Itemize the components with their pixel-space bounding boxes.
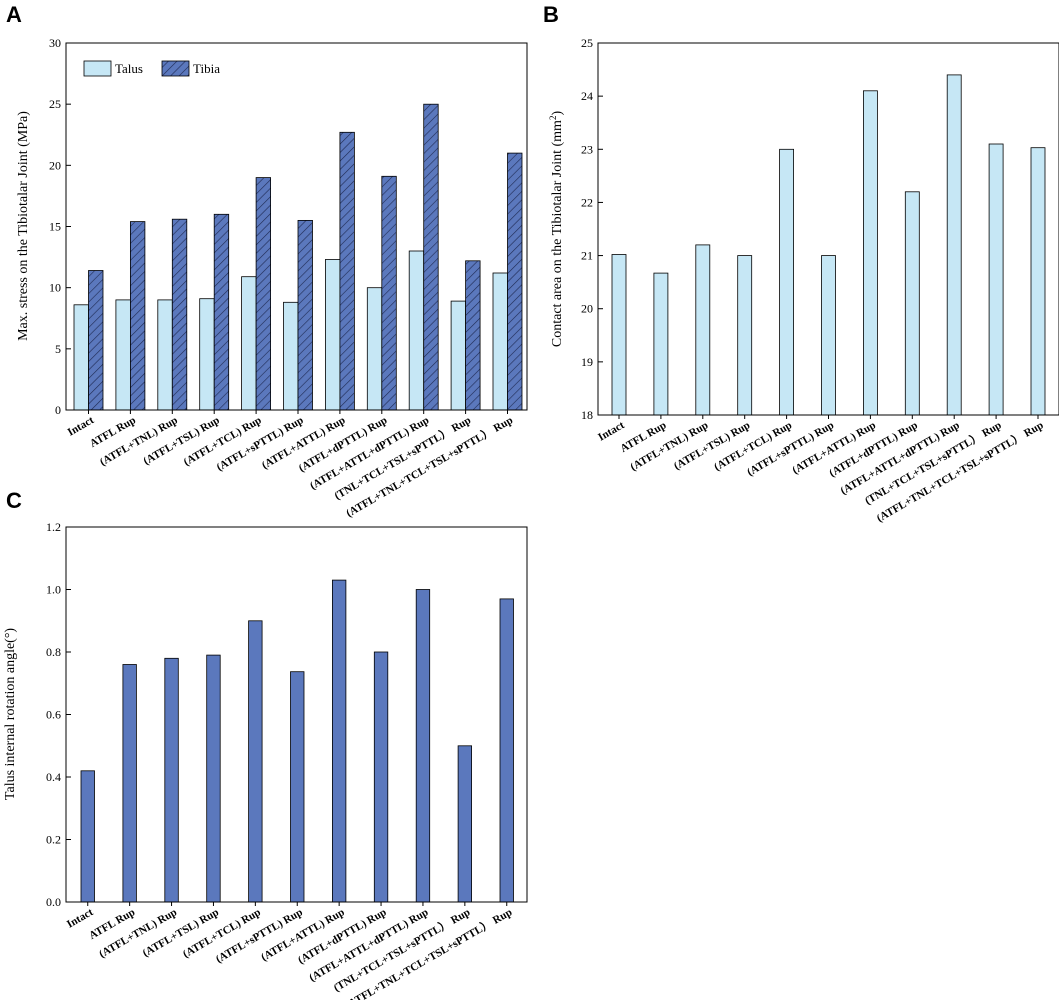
bar-contact-area-9 [988,143,1004,416]
bar-rotation-angle-0 [80,770,95,903]
y-tick-label: 0.8 [46,645,61,659]
y-tick-label: 10 [49,281,61,295]
y-axis-label-superscript: 2 [548,116,558,121]
bar-talus-3 [199,298,215,411]
legend: Talus Tibia [83,60,220,77]
y-tick-label: 19 [581,355,593,369]
bars-group [611,74,1046,416]
bar-contact-area-5 [821,255,836,416]
panel-letter-c: C [6,488,22,513]
legend-swatch-tibia [161,60,190,77]
bar-contact-area-10 [1030,147,1046,416]
bar-contact-area-6 [863,90,878,416]
y-tick-label: 20 [49,158,61,172]
bar-tibia-8 [423,103,439,411]
bar-contact-area-4 [779,148,794,416]
y-ticks: 18 19 20 21 22 23 24 25 [581,36,603,422]
y-ticks: 0 5 10 15 20 25 30 [49,36,71,417]
bar-talus-10 [492,272,508,411]
y-tick-label: 20 [581,302,593,316]
bar-rotation-angle-6 [331,579,347,903]
bar-rotation-angle-3 [206,654,221,903]
bar-talus-2 [157,299,173,411]
bar-rotation-angle-9 [457,745,473,903]
y-tick-label: 25 [581,36,593,50]
bar-contact-area-1 [653,272,669,416]
bar-tibia-7 [381,175,397,411]
bar-contact-area-0 [611,254,627,416]
bar-talus-8 [408,250,425,411]
bar-rotation-angle-1 [122,664,137,903]
y-axis-label: Contact area on the Tibiotalar Joint (mm… [548,111,565,348]
y-tick-label: 24 [581,89,593,103]
bar-tibia-10 [507,152,523,411]
bars-group [73,103,523,411]
bar-rotation-angle-8 [415,589,431,903]
bar-talus-9 [450,300,467,411]
x-tick-label: Intact [65,906,96,931]
bar-tibia-3 [213,213,230,411]
y-tick-label: 0.0 [46,895,61,909]
bar-rotation-angle-5 [290,671,305,903]
bar-tibia-2 [171,218,188,411]
bar-talus-1 [115,299,131,411]
bar-talus-6 [324,259,341,411]
bar-tibia-6 [339,131,355,411]
bar-tibia-5 [297,219,313,411]
panel-letter-a: A [6,2,22,27]
x-tick-label: Intact [596,419,627,444]
y-tick-label: 0.4 [46,770,61,784]
bar-tibia-4 [255,177,272,411]
y-tick-label: 1.0 [46,583,61,597]
y-tick-label: 1.2 [46,520,61,534]
bar-talus-0 [73,304,89,411]
bar-contact-area-7 [904,191,920,416]
x-tick-label: Intact [66,414,97,439]
panel-letter-b: B [543,2,559,27]
y-tick-label: 18 [581,408,593,422]
y-ticks: 0.0 0.2 0.4 0.6 0.8 1.0 1.2 [46,520,71,909]
bar-contact-area-3 [737,255,753,416]
y-axis-label-end: ) [550,111,565,116]
bar-talus-7 [366,287,383,411]
bar-contact-area-8 [946,74,962,416]
y-tick-label: 30 [49,36,61,50]
y-axis-label-main: Contact area on the Tibiotalar Joint (mm [550,120,565,347]
y-axis-label: Max. stress on the Tibiotalar Joint (MPa… [16,111,31,341]
y-tick-label: 23 [581,142,593,156]
bar-rotation-angle-2 [164,657,179,903]
y-tick-label: 15 [49,220,61,234]
bar-tibia-0 [88,270,104,411]
bar-contact-area-2 [695,244,711,416]
y-tick-label: 21 [581,249,593,263]
bar-talus-4 [241,276,257,411]
bars-group [80,579,514,903]
bar-rotation-angle-10 [499,598,514,903]
y-tick-label: 0.2 [46,833,61,847]
legend-swatch-talus [83,60,112,77]
y-tick-label: 0.6 [46,708,61,722]
y-tick-label: 22 [581,195,593,209]
y-tick-label: 0 [55,403,61,417]
bar-tibia-9 [465,260,481,411]
legend-label-tibia: Tibia [193,61,220,76]
y-axis-label: Talus internal rotation angle(°) [3,628,18,801]
bar-tibia-1 [129,221,146,411]
bar-talus-5 [283,301,299,411]
bar-rotation-angle-7 [373,651,389,903]
legend-label-talus: Talus [115,61,143,76]
bar-rotation-angle-4 [248,620,263,903]
y-tick-label: 5 [55,342,61,356]
y-tick-label: 25 [49,97,61,111]
